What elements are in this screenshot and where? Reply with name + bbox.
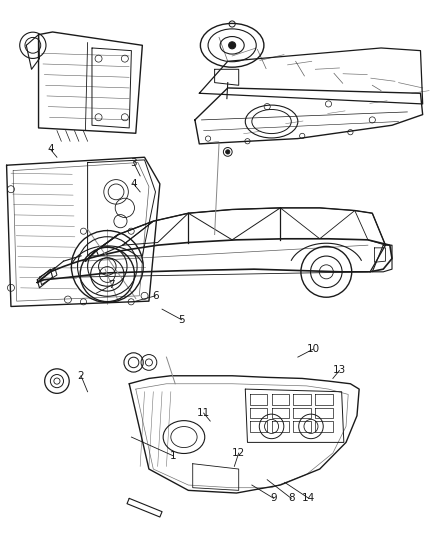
Text: 6: 6 (152, 291, 159, 301)
Text: 9: 9 (270, 494, 277, 503)
Text: 7: 7 (108, 280, 115, 290)
Text: 4: 4 (47, 144, 54, 154)
Text: 14: 14 (302, 494, 315, 503)
Text: 11: 11 (197, 408, 210, 418)
Text: 10: 10 (307, 344, 320, 354)
Text: 2: 2 (78, 371, 85, 381)
Text: 4: 4 (130, 179, 137, 189)
Text: 8: 8 (288, 494, 295, 503)
Circle shape (229, 42, 236, 49)
Text: 3: 3 (130, 158, 137, 167)
Circle shape (226, 150, 230, 154)
Text: 5: 5 (178, 315, 185, 325)
Text: 1: 1 (170, 451, 177, 461)
Text: 13: 13 (333, 366, 346, 375)
Text: 12: 12 (232, 448, 245, 458)
